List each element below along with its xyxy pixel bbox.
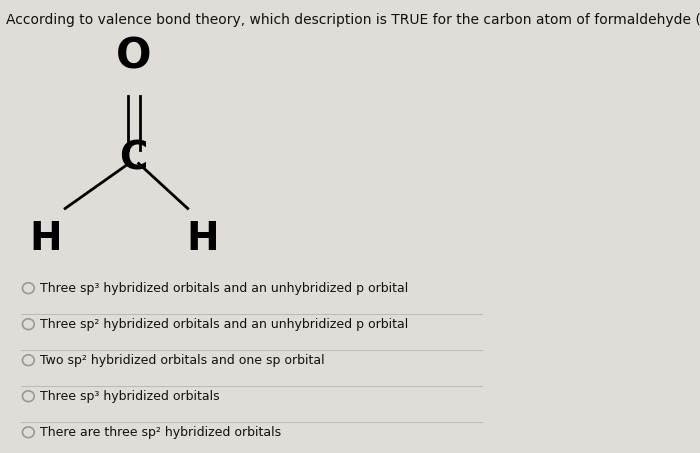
Text: C: C <box>120 140 148 178</box>
Text: Three sp³ hybridized orbitals and an unhybridized p orbital: Three sp³ hybridized orbitals and an unh… <box>40 282 408 295</box>
Text: Three sp³ hybridized orbitals: Three sp³ hybridized orbitals <box>40 390 219 403</box>
Text: O: O <box>116 36 151 78</box>
Text: Two sp² hybridized orbitals and one sp orbital: Two sp² hybridized orbitals and one sp o… <box>40 354 324 367</box>
Text: H: H <box>186 220 218 258</box>
Text: H: H <box>29 220 62 258</box>
Text: Three sp² hybridized orbitals and an unhybridized p orbital: Three sp² hybridized orbitals and an unh… <box>40 318 408 331</box>
Text: There are three sp² hybridized orbitals: There are three sp² hybridized orbitals <box>40 426 281 439</box>
Text: According to valence bond theory, which description is TRUE for the carbon atom : According to valence bond theory, which … <box>6 13 700 27</box>
